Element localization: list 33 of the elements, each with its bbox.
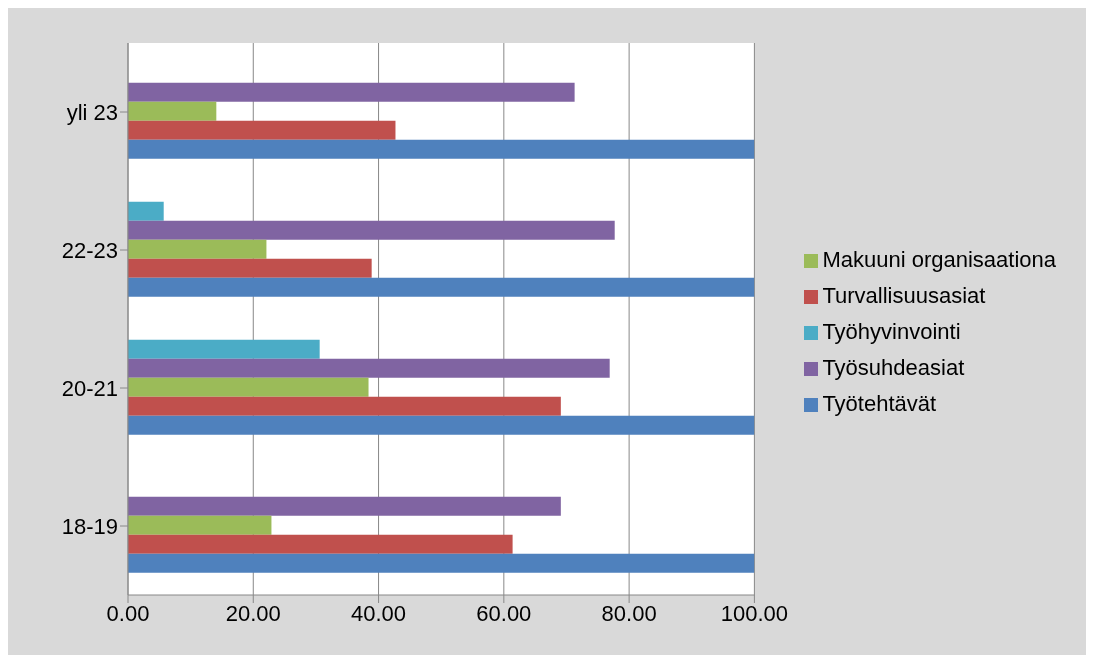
legend-label: Makuuni organisaationa [822,246,1056,272]
x-tick-label: 60.00 [476,600,532,626]
x-tick-label: 20.00 [225,600,281,626]
x-tick-label: 100.00 [720,600,789,626]
bar [128,396,561,416]
y-tick-label: 22-23 [61,237,118,263]
bar [128,120,396,140]
legend-label: Turvallisuusasiat [822,282,986,308]
bar [128,201,164,221]
bar [128,258,372,278]
x-tick-label: 40.00 [351,600,407,626]
bar [128,339,320,359]
legend-label: Työtehtävät [822,390,937,416]
bar [128,277,755,297]
bar [128,220,615,240]
bar [128,553,755,573]
bar [128,239,267,259]
bar [128,496,561,516]
bar [128,139,755,159]
bar [128,515,272,535]
bar [128,415,755,435]
bar [128,377,369,397]
y-tick-label: 20-21 [61,375,118,401]
bar [128,358,610,378]
x-tick-label: 0.00 [106,600,150,626]
bar [128,101,217,121]
bar [128,82,575,102]
legend-label: Työhyvinvointi [822,318,961,344]
legend-label: Työsuhdeasiat [822,354,965,380]
y-tick-label: yli 23 [66,99,118,125]
y-tick-label: 18-19 [61,513,118,539]
x-tick-label: 80.00 [601,600,657,626]
bar [128,534,513,554]
